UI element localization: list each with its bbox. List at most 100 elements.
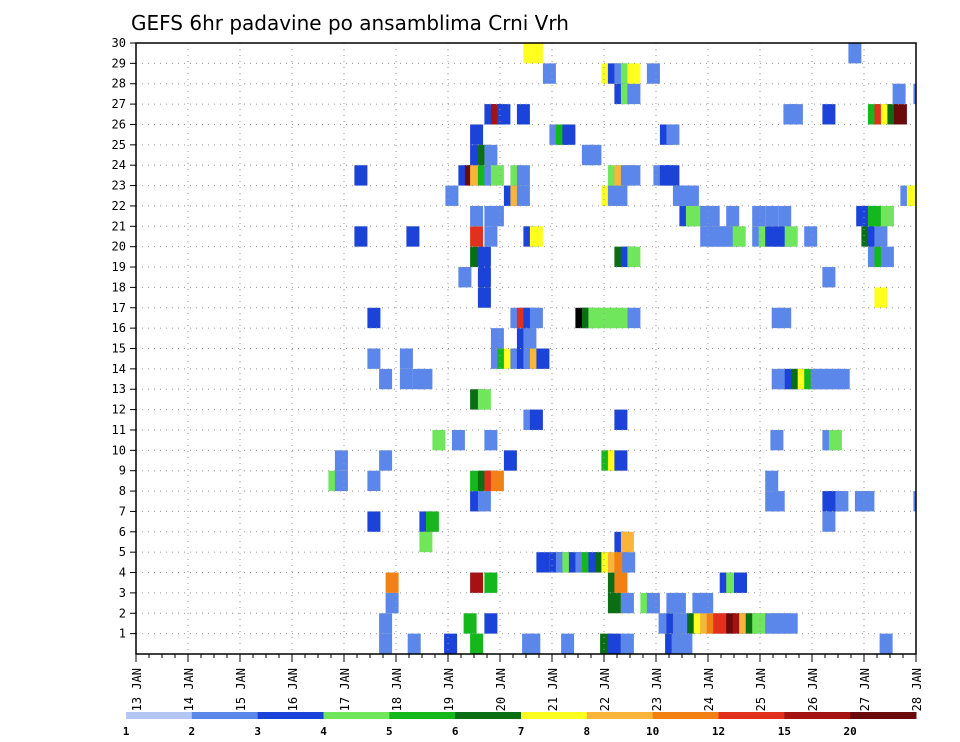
colorbar-swatch — [191, 712, 259, 719]
colorbar-label: 3 — [254, 725, 261, 738]
x-tick-label: 20 JAN — [494, 668, 508, 711]
heatmap-cell — [620, 531, 634, 553]
y-tick-label: 2 — [119, 606, 126, 620]
heatmap-cell — [490, 205, 504, 227]
y-tick-label: 15 — [112, 342, 126, 356]
heatmap-cell — [804, 226, 818, 247]
heatmap-cell — [484, 429, 498, 451]
colorbar-label: 4 — [320, 725, 327, 738]
heatmap-cell — [425, 511, 439, 532]
heatmap-cell — [828, 429, 842, 451]
heatmap-cell — [607, 592, 621, 614]
y-tick-label: 27 — [112, 97, 126, 111]
heatmap-cell — [477, 491, 491, 512]
heatmap-cell — [354, 226, 368, 247]
y-tick-label: 26 — [112, 117, 126, 131]
grid-lines — [136, 43, 916, 654]
y-tick-label: 23 — [112, 179, 126, 193]
heatmap-cell — [536, 348, 550, 369]
x-tick-label: 14 JAN — [182, 668, 196, 711]
heatmap-cell — [627, 63, 641, 84]
colorbar-label: 12 — [712, 725, 725, 738]
colorbar-label: 2 — [189, 725, 196, 738]
heatmap-cell — [367, 307, 381, 329]
x-tick-label: 22 JAN — [598, 668, 612, 711]
heatmap-cell — [470, 124, 484, 145]
heatmap-cell — [836, 368, 850, 390]
colorbar-swatch — [784, 712, 851, 719]
heatmap-cell — [484, 613, 498, 634]
heatmap-cell — [419, 531, 433, 553]
heatmap-cell — [334, 450, 348, 471]
heatmap-cell — [666, 124, 680, 145]
colorbar-label: 8 — [584, 725, 591, 738]
heatmap-cell — [627, 83, 641, 105]
heatmap-cell — [614, 450, 628, 471]
heatmap-cell — [874, 287, 888, 308]
heatmap-cell — [784, 613, 798, 634]
y-tick-label: 30 — [112, 36, 126, 50]
heatmap-cell — [646, 63, 660, 84]
y-axis: 1234567891011121314151617181920212223242… — [112, 36, 136, 641]
colorbar-label: 1 — [123, 725, 130, 738]
heatmap-cell — [679, 633, 693, 654]
heatmap-cell — [770, 429, 784, 451]
chart-title: GEFS 6hr padavine po ansamblima Crni Vrh — [131, 11, 569, 35]
heatmap-cell — [503, 450, 517, 471]
y-tick-label: 21 — [112, 219, 126, 233]
heatmap-cell — [672, 592, 686, 614]
heatmap-cell — [527, 633, 541, 654]
heatmap-cell — [614, 572, 628, 593]
heatmap-cell — [614, 307, 628, 329]
heatmap-cell — [861, 491, 875, 512]
heatmap-cell — [470, 226, 484, 247]
heatmap-cell — [646, 592, 660, 614]
x-tick-label: 27 JAN — [858, 668, 872, 711]
heatmap-cell — [379, 633, 393, 654]
y-tick-label: 10 — [112, 443, 126, 457]
heatmap-cell — [529, 43, 543, 64]
heatmap-cell — [367, 470, 381, 492]
heatmap-cell — [477, 267, 491, 288]
colorbar-label: 20 — [844, 725, 857, 738]
heatmap-cell — [379, 450, 393, 471]
heatmap-cell — [620, 633, 634, 654]
heatmap-cell — [913, 83, 916, 105]
heatmap-cell — [516, 185, 530, 206]
heatmap-cell — [334, 470, 348, 492]
heatmap-cell — [622, 552, 636, 573]
y-tick-label: 13 — [112, 382, 126, 396]
heatmap-cell — [765, 205, 779, 227]
colorbar-swatch — [521, 712, 588, 719]
colorbar-swatch — [389, 712, 456, 719]
y-tick-label: 28 — [112, 77, 126, 91]
heatmap-cells — [328, 43, 916, 654]
x-axis: 13 JAN 14 JAN 15 JAN 16 JAN 17 JAN 18 JAN 19 J… — [130, 654, 924, 711]
colorbar-label: 15 — [778, 725, 791, 738]
heatmap-cell — [542, 63, 556, 84]
heatmap-cell — [463, 613, 477, 634]
colorbar: 1 2 3 4 5 6 7 8 10 12 15 20 — [123, 712, 917, 738]
y-tick-label: 25 — [112, 138, 126, 152]
heatmap-cell — [516, 165, 530, 186]
y-tick-label: 6 — [119, 525, 126, 539]
heatmap-cell — [614, 185, 628, 206]
heatmap-cell — [734, 572, 747, 593]
heatmap-cell — [523, 328, 537, 349]
heatmap-cell — [379, 368, 393, 390]
x-tick-label: 17 JAN — [338, 668, 352, 711]
colorbar-label: 10 — [646, 725, 659, 738]
heatmap-cell — [892, 83, 906, 105]
y-tick-label: 19 — [112, 260, 126, 274]
heatmap-cell — [497, 104, 511, 125]
heatmap-cell — [477, 389, 491, 410]
heatmap-cell — [822, 104, 836, 125]
heatmap-cell — [848, 43, 862, 64]
heatmap-cell — [726, 205, 740, 227]
colorbar-swatch — [257, 712, 324, 719]
heatmap-cell — [451, 429, 465, 451]
heatmap-cell — [516, 104, 530, 125]
colorbar-swatch — [718, 712, 785, 719]
heatmap-cell — [706, 205, 720, 227]
